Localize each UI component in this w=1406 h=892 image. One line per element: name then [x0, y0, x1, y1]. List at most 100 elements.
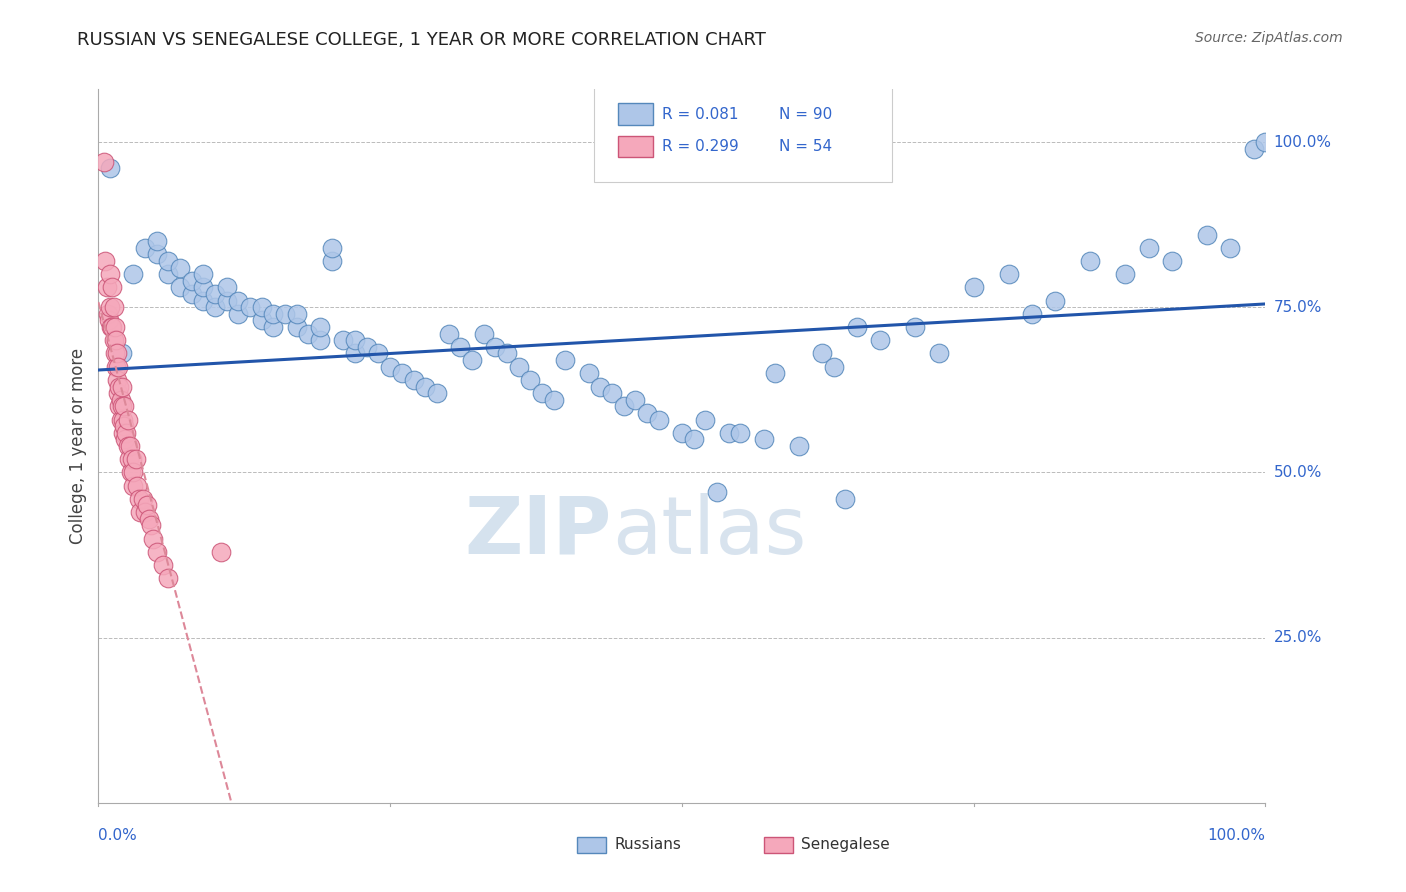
Point [204, 300, 226, 314]
Text: 25.0%: 25.0% [1274, 630, 1322, 645]
Text: 0.0%: 0.0% [98, 828, 138, 843]
Point [180, 274, 202, 288]
Point [321, 254, 343, 268]
Point [496, 346, 519, 360]
Point [103, 300, 125, 314]
Point [613, 400, 636, 414]
Point [274, 307, 297, 321]
Point [763, 367, 786, 381]
Text: 100.0%: 100.0% [1274, 135, 1331, 150]
Point [146, 545, 169, 559]
Point [962, 280, 984, 294]
Point [152, 558, 174, 572]
Point [869, 333, 891, 347]
Point [717, 425, 740, 440]
Point [128, 491, 150, 506]
Point [1254, 135, 1277, 149]
Point [1045, 293, 1067, 308]
Point [107, 359, 129, 374]
Point [117, 439, 139, 453]
Point [356, 340, 378, 354]
Point [108, 400, 131, 414]
Point [132, 491, 155, 506]
Point [682, 433, 704, 447]
Text: 100.0%: 100.0% [1208, 828, 1265, 843]
Point [1195, 227, 1218, 242]
Point [928, 346, 950, 360]
Point [1161, 254, 1184, 268]
Point [121, 452, 143, 467]
Point [138, 511, 160, 525]
Point [108, 379, 131, 393]
Point [139, 518, 162, 533]
Point [239, 300, 262, 314]
Y-axis label: College, 1 year or more: College, 1 year or more [69, 348, 87, 544]
Point [157, 254, 180, 268]
Point [344, 333, 367, 347]
Point [752, 433, 775, 447]
Point [228, 293, 250, 308]
Point [118, 452, 141, 467]
Point [169, 280, 191, 294]
Point [111, 425, 134, 440]
Point [93, 154, 115, 169]
Text: Russians: Russians [614, 837, 681, 852]
Point [111, 346, 134, 360]
Point [101, 320, 124, 334]
Point [98, 300, 121, 314]
Point [1137, 241, 1160, 255]
Point [193, 267, 215, 281]
Point [589, 379, 612, 393]
Point [112, 419, 135, 434]
Point [122, 466, 145, 480]
Text: 50.0%: 50.0% [1274, 465, 1322, 480]
Text: R = 0.299: R = 0.299 [662, 139, 738, 153]
Point [449, 340, 471, 354]
Point [104, 320, 127, 334]
Point [215, 280, 238, 294]
Point [811, 346, 834, 360]
Point [1021, 307, 1043, 321]
Point [111, 379, 134, 393]
Point [204, 287, 226, 301]
Point [180, 287, 202, 301]
Text: N = 54: N = 54 [779, 139, 832, 153]
Point [111, 412, 134, 426]
Point [193, 293, 215, 308]
Point [98, 267, 121, 281]
Point [344, 346, 367, 360]
Point [332, 333, 354, 347]
Point [647, 412, 669, 426]
Point [209, 545, 232, 559]
Point [285, 320, 308, 334]
Point [157, 571, 180, 585]
Point [309, 333, 332, 347]
Point [636, 406, 658, 420]
Point [846, 320, 869, 334]
Point [115, 425, 138, 440]
Point [787, 439, 810, 453]
Point [101, 280, 124, 294]
Point [1219, 241, 1241, 255]
Point [461, 353, 484, 368]
Point [367, 346, 389, 360]
Point [624, 392, 647, 407]
Point [114, 433, 136, 447]
Point [103, 333, 125, 347]
Point [309, 320, 332, 334]
Point [262, 307, 284, 321]
Text: RUSSIAN VS SENEGALESE COLLEGE, 1 YEAR OR MORE CORRELATION CHART: RUSSIAN VS SENEGALESE COLLEGE, 1 YEAR OR… [77, 31, 766, 49]
Point [157, 267, 180, 281]
Point [554, 353, 576, 368]
Point [437, 326, 460, 341]
Point [136, 499, 159, 513]
FancyBboxPatch shape [617, 103, 652, 125]
Point [111, 400, 134, 414]
Point [380, 359, 402, 374]
Point [250, 300, 273, 314]
Point [285, 307, 308, 321]
Point [125, 478, 148, 492]
Point [321, 241, 343, 255]
Point [134, 241, 156, 255]
Point [997, 267, 1019, 281]
